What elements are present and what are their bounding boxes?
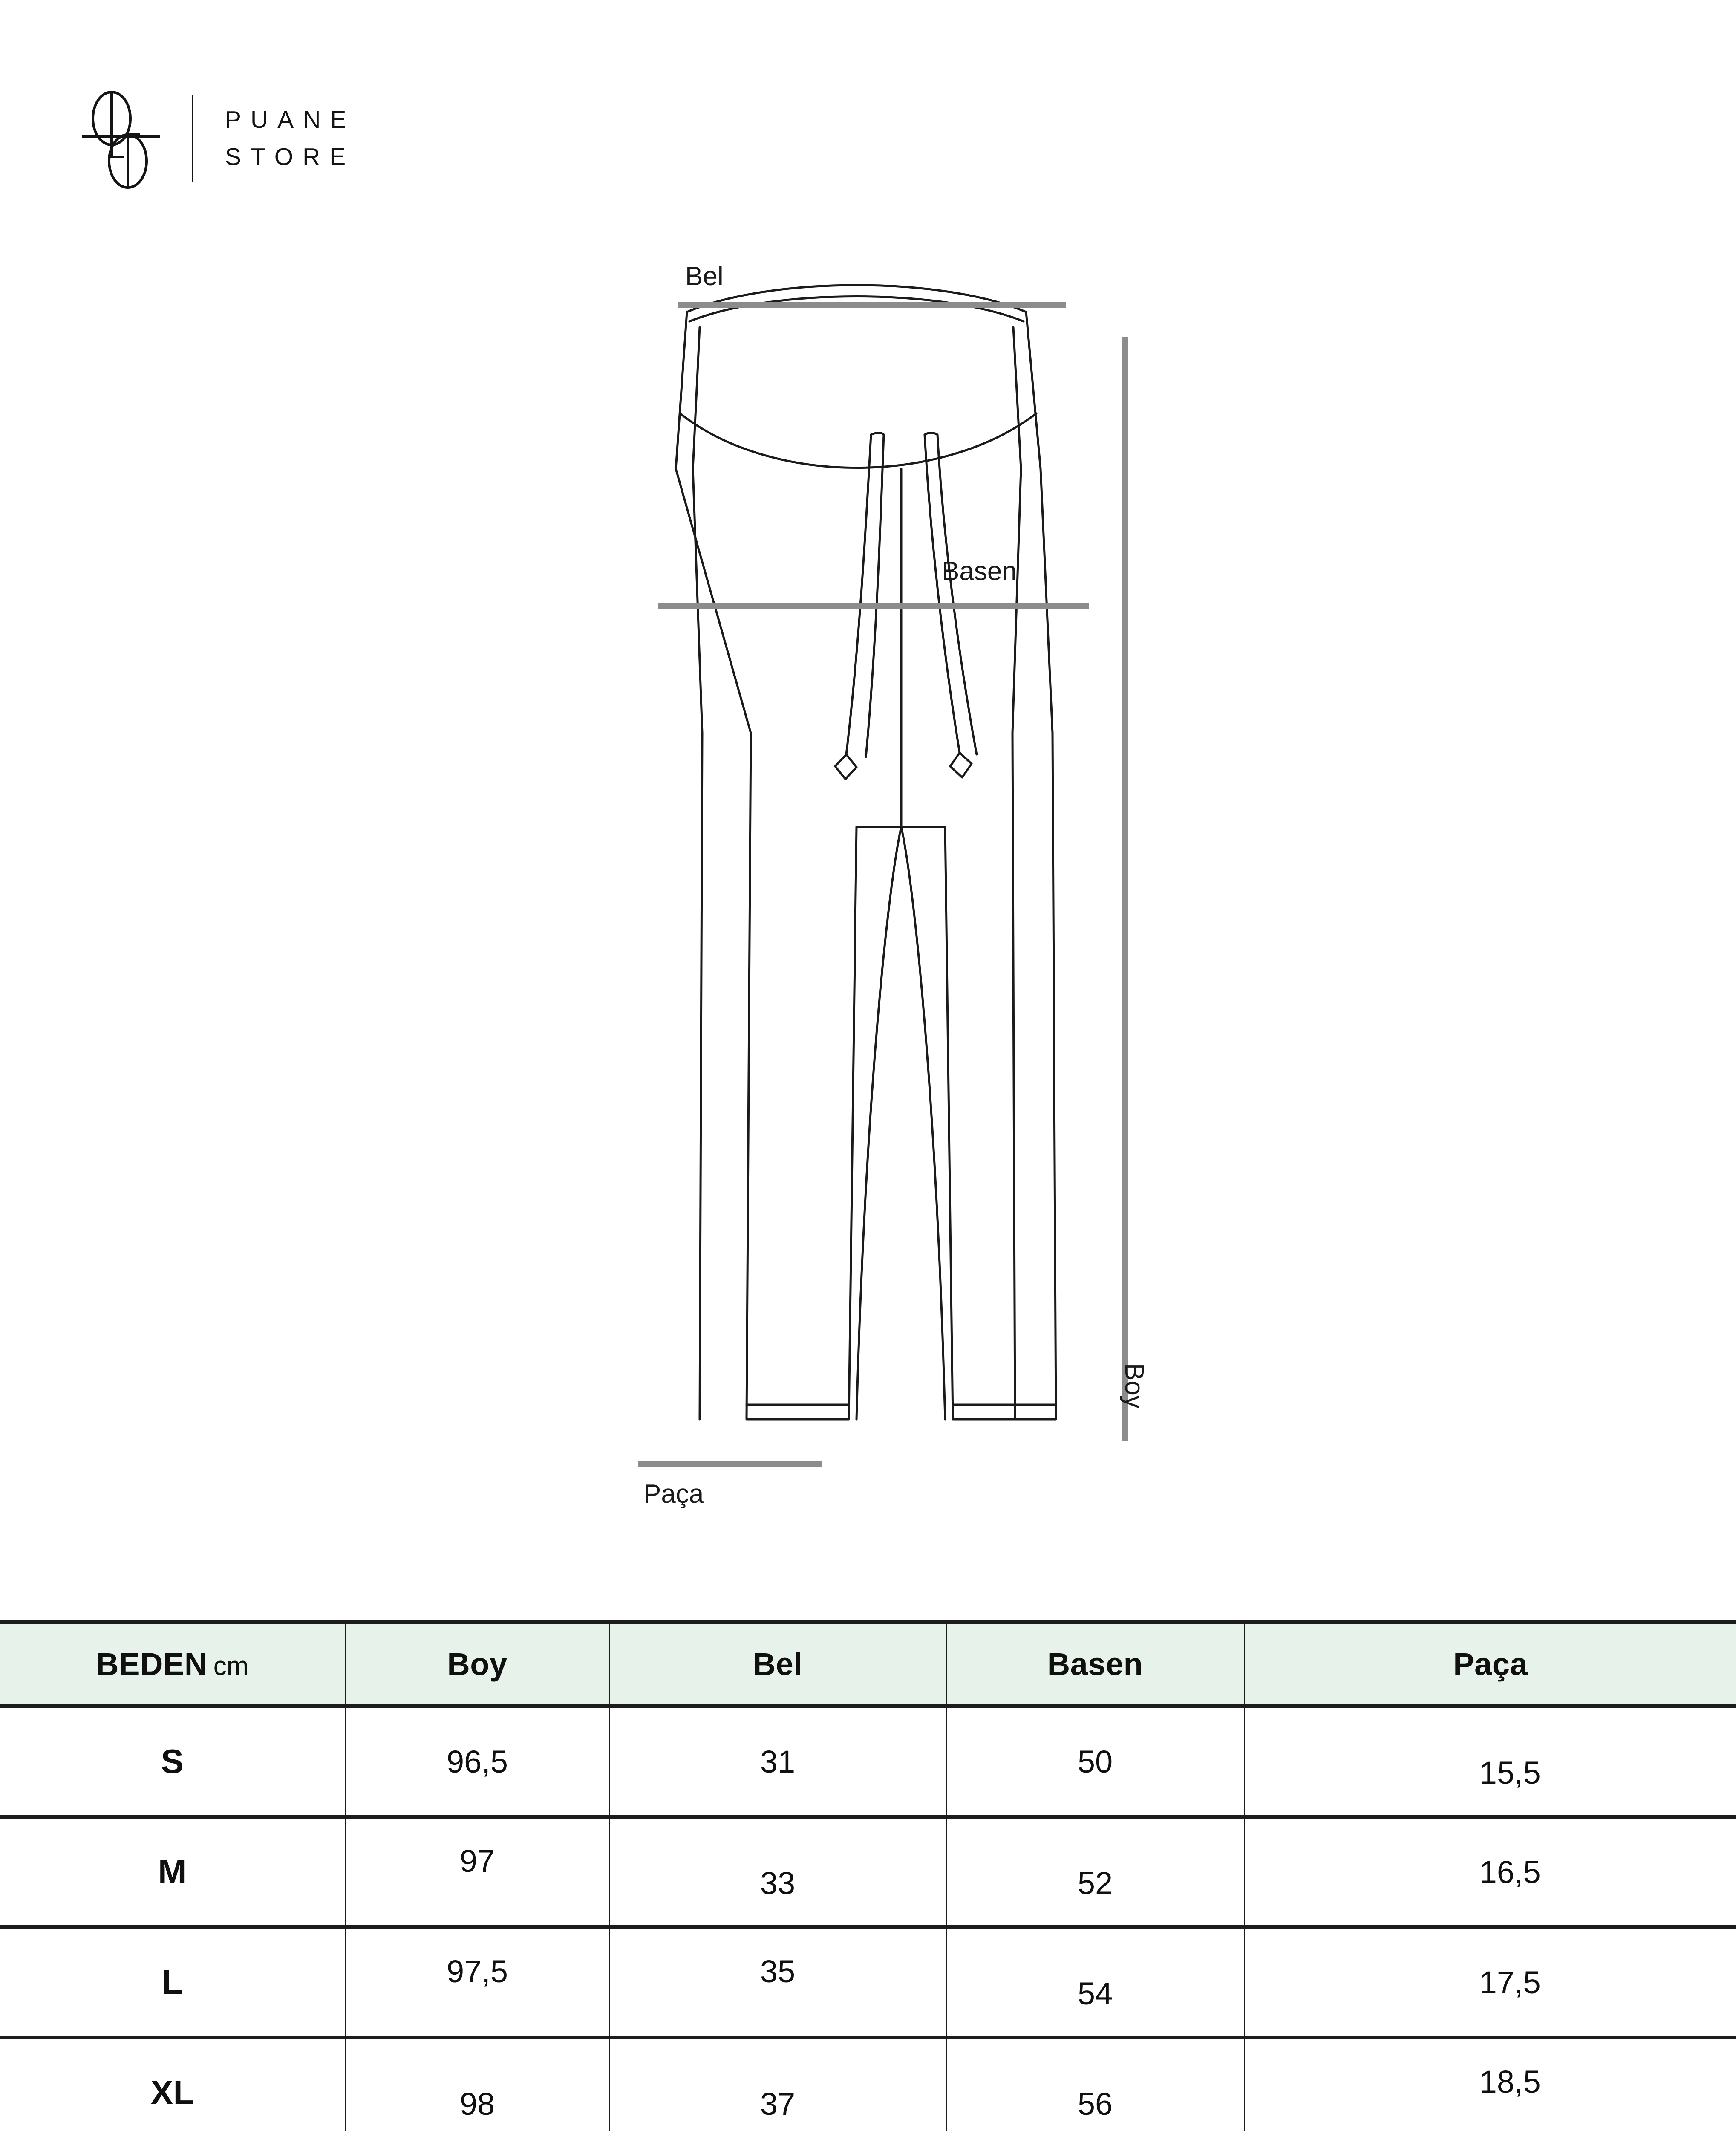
cell-boy-m: 97	[344, 1816, 609, 1929]
cell-paca-m: 16,5	[1243, 1816, 1736, 1929]
cell-basen-xl: 56	[945, 2037, 1244, 2131]
column-header-beden-text: BEDEN	[96, 1646, 208, 1682]
pants-technical-drawing	[588, 230, 1236, 1551]
cell-paca-xl: 18,5	[1243, 2037, 1736, 2131]
brand-line-1: PUANE	[225, 106, 356, 133]
table-row: L 97,5 35 54 17,5	[0, 1927, 1736, 2039]
column-header-paca: Paça	[1243, 1620, 1736, 1708]
basen-label: Basen	[942, 557, 1017, 586]
size-table: BEDEN cm Boy Bel Basen Paça S 96,5 31 50 …	[0, 1620, 1736, 2131]
cell-bel-xl: 37	[608, 2037, 946, 2131]
table-row: XL 98 37 56 18,5	[0, 2037, 1736, 2131]
cell-boy-s: 96,5	[344, 1706, 609, 1819]
brand-logo: PUANE STORE	[77, 83, 355, 194]
cell-size-l: L	[0, 1927, 345, 2039]
boy-measure-rule	[1122, 337, 1128, 1441]
cell-boy-l: 97,5	[344, 1927, 609, 2039]
bel-label: Bel	[685, 262, 724, 291]
puane-monogram-icon	[77, 85, 166, 192]
cell-basen-m: 52	[945, 1816, 1244, 1929]
column-header-bel: Bel	[608, 1620, 946, 1708]
column-header-beden: BEDEN cm	[0, 1620, 345, 1708]
cell-paca-l: 17,5	[1243, 1927, 1736, 2039]
brand-divider	[192, 95, 193, 182]
cell-size-s: S	[0, 1706, 345, 1819]
cell-size-m: M	[0, 1816, 345, 1929]
paca-label: Paça	[643, 1479, 704, 1509]
cell-bel-s: 31	[608, 1706, 946, 1819]
column-header-unit: cm	[213, 1651, 249, 1681]
table-row: S 96,5 31 50 15,5	[0, 1706, 1736, 1819]
basen-measure-rule	[658, 603, 1089, 609]
cell-basen-s: 50	[945, 1706, 1244, 1819]
cell-basen-l: 54	[945, 1927, 1244, 2039]
column-header-boy: Boy	[344, 1620, 609, 1708]
column-header-basen: Basen	[945, 1620, 1244, 1708]
cell-boy-xl: 98	[344, 2037, 609, 2131]
paca-measure-rule	[638, 1461, 822, 1467]
brand-wordmark: PUANE STORE	[225, 108, 355, 169]
cell-size-xl: XL	[0, 2037, 345, 2131]
table-row: M 97 33 52 16,5	[0, 1816, 1736, 1929]
brand-line-2: STORE	[225, 143, 355, 170]
cell-bel-m: 33	[608, 1816, 946, 1929]
bel-measure-rule	[678, 302, 1066, 308]
cell-bel-l: 35	[608, 1927, 946, 2039]
cell-paca-s: 15,5	[1243, 1706, 1736, 1819]
table-header-row: BEDEN cm Boy Bel Basen Paça	[0, 1620, 1736, 1708]
boy-label: Boy	[1119, 1363, 1149, 1409]
